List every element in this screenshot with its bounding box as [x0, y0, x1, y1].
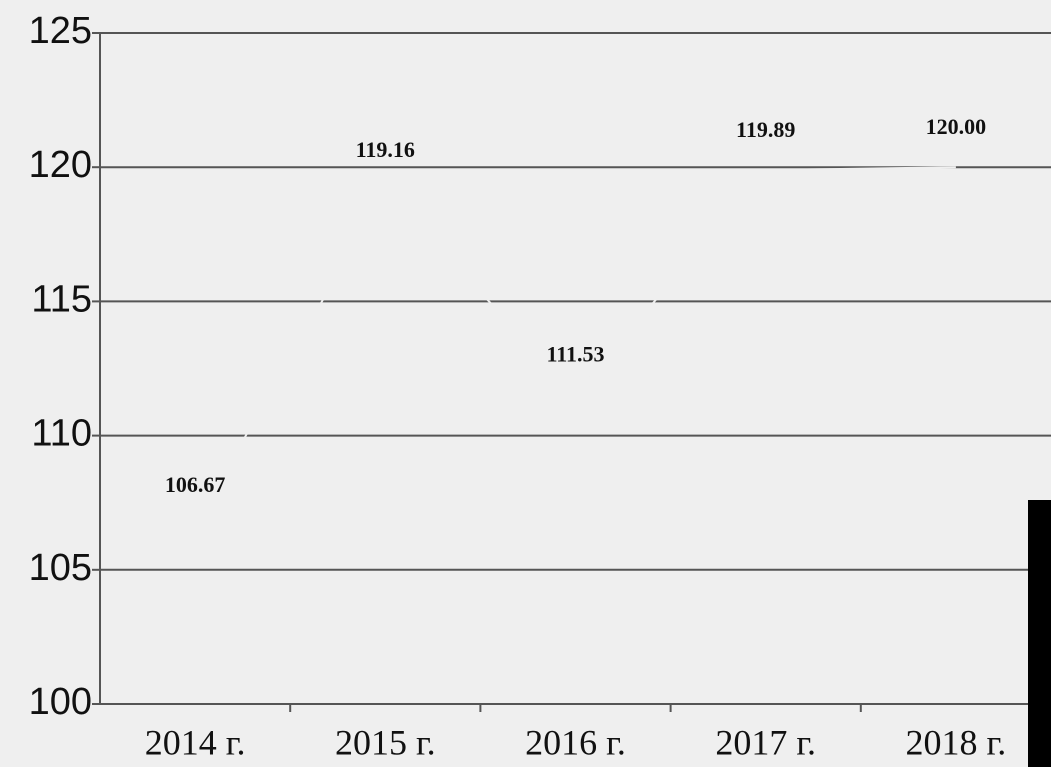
- y-tick-label: 115: [31, 278, 92, 320]
- x-tick-label: 2018 г.: [906, 722, 1007, 762]
- y-tick-label: 110: [31, 413, 92, 455]
- overlay-block: [1028, 500, 1051, 767]
- x-tick-label: 2014 г.: [145, 722, 246, 762]
- series-line: [194, 166, 956, 526]
- data-label: 119.89: [736, 117, 795, 142]
- y-tick-label: 120: [29, 144, 92, 186]
- y-tick-label: 125: [29, 10, 92, 52]
- data-label: 111.53: [546, 342, 604, 367]
- x-tick-label: 2015 г.: [335, 722, 436, 762]
- data-label: 119.16: [356, 137, 415, 162]
- data-label: 106.67: [165, 472, 226, 497]
- y-tick-label: 100: [29, 681, 92, 723]
- x-tick-label: 2016 г.: [525, 722, 626, 762]
- y-tick-label: 105: [29, 547, 92, 589]
- x-tick-label: 2017 г.: [715, 722, 816, 762]
- data-label: 120.00: [926, 114, 987, 139]
